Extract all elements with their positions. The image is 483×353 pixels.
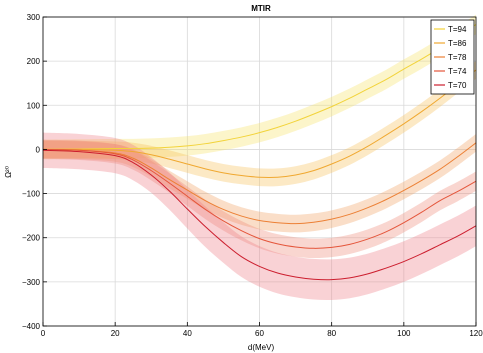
x-axis-title: d(MeV)	[248, 343, 275, 352]
confidence-band	[43, 14, 476, 160]
series-line	[42, 69, 477, 178]
y-tick-label: 200	[27, 57, 41, 66]
chart-title: MTIR	[251, 4, 271, 13]
legend: T=94 T=86 T=78 T=74 T=70	[430, 19, 475, 95]
series-line	[42, 149, 477, 281]
y-tick-label: 300	[27, 13, 41, 22]
y-tick-label: −100	[22, 190, 41, 199]
x-tick-label: 60	[255, 329, 264, 338]
x-tick-label: 80	[327, 329, 336, 338]
y-tick-label: −300	[22, 278, 41, 287]
y-axis-ticks: −400 −300 −200 −100 0 100 200 300	[22, 13, 47, 331]
legend-label: T=78	[448, 53, 467, 62]
confidence-band	[43, 139, 476, 259]
series-lines	[42, 24, 477, 281]
y-axis-title: Ω²⁰	[4, 166, 13, 178]
y-tick-label: −400	[22, 322, 41, 331]
x-tick-label: 0	[41, 329, 46, 338]
legend-box	[430, 19, 475, 95]
legend-label: T=86	[448, 39, 467, 48]
legend-label: T=94	[448, 25, 467, 34]
series-line	[42, 142, 477, 225]
x-tick-label: 40	[183, 329, 192, 338]
x-tick-label: 20	[111, 329, 120, 338]
grid	[42, 16, 477, 327]
x-tick-label: 100	[397, 329, 411, 338]
y-tick-label: −200	[22, 234, 41, 243]
series-line	[42, 148, 477, 249]
series-line	[42, 24, 477, 150]
legend-label: T=70	[448, 81, 467, 90]
y-tick-label: 100	[27, 101, 41, 110]
x-axis-ticks: 0 20 40 60 80 100 120	[41, 322, 483, 338]
y-tick-label: 0	[36, 145, 41, 154]
x-tick-label: 120	[469, 329, 483, 338]
legend-label: T=74	[448, 67, 467, 76]
